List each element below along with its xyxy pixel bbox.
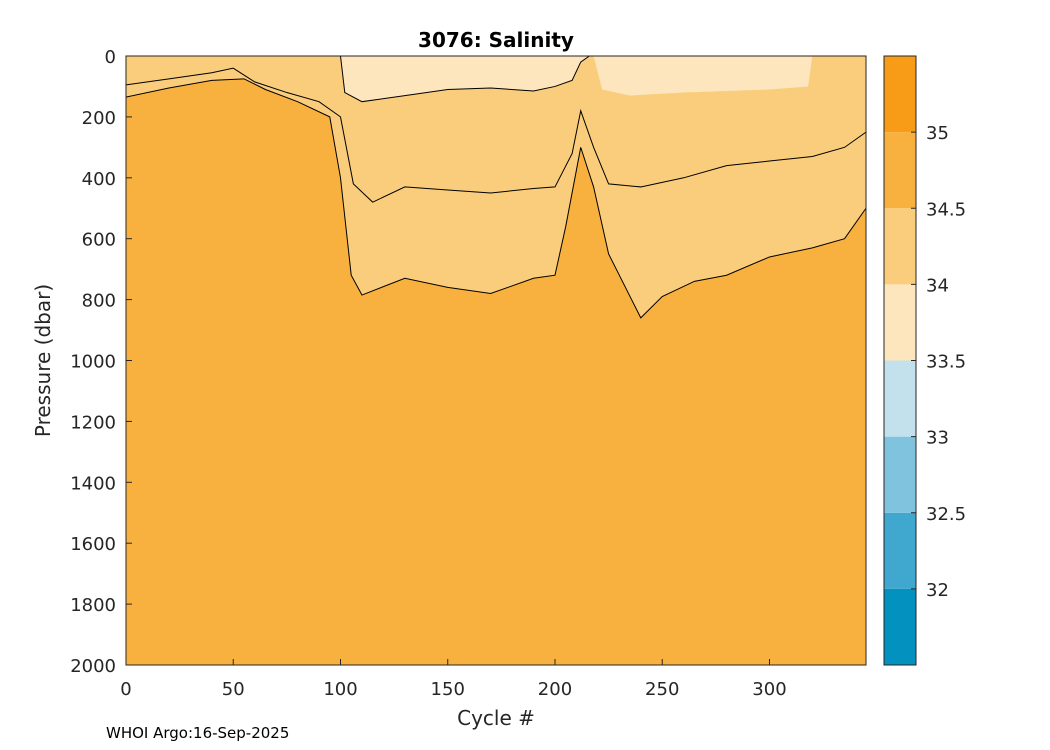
y-tick-label: 200 [82, 108, 116, 129]
y-axis: 0 200 400 600 800 1000 1200 1400 1600 1800 2000 [70, 47, 132, 677]
colorbar-tick-label: 32 [926, 580, 949, 601]
colorbar-bin [884, 56, 916, 133]
x-axis-label: Cycle # [457, 706, 535, 730]
x-tick-label: 250 [645, 679, 679, 700]
colorbar-bin [884, 436, 916, 513]
x-tick-label: 300 [752, 679, 786, 700]
y-tick-label: 2000 [70, 656, 116, 677]
colorbar-bin [884, 512, 916, 589]
y-tick-label: 1400 [70, 473, 116, 494]
y-tick-label: 0 [105, 47, 116, 68]
colorbar-bin [884, 208, 916, 285]
x-tick-label: 100 [323, 679, 357, 700]
y-tick-label: 1200 [70, 412, 116, 433]
y-tick-label: 1800 [70, 595, 116, 616]
y-tick-label: 800 [82, 291, 116, 312]
colorbar-tick-label: 32.5 [926, 504, 966, 525]
footer-credit: WHOI Argo:16-Sep-2025 [106, 724, 290, 742]
y-tick-label: 600 [82, 230, 116, 251]
x-axis: 0 50 100 150 200 250 300 [120, 659, 787, 700]
chart-title: 3076: Salinity [418, 28, 574, 52]
colorbar-bin [884, 284, 916, 361]
contour-layer [125, 55, 867, 319]
y-tick-label: 1600 [70, 534, 116, 555]
colorbar-bin [884, 588, 916, 665]
contour-34.5 [125, 78, 867, 319]
colorbar-bin [884, 132, 916, 209]
x-tick-label: 50 [222, 679, 245, 700]
band-33.5-34-east [593, 56, 813, 96]
contour-33.5 [339, 55, 590, 103]
y-axis-label: Pressure (dbar) [31, 284, 55, 437]
colorbar-tick-label: 33.5 [926, 352, 966, 373]
plot-area [126, 56, 866, 665]
colorbar-tick-label: 34.5 [926, 199, 966, 220]
colorbar-tick-label: 34 [926, 275, 949, 296]
y-tick-label: 400 [82, 169, 116, 190]
x-tick-label: 0 [120, 679, 131, 700]
x-tick-label: 150 [431, 679, 465, 700]
colorbar-tick-label: 35 [926, 123, 949, 144]
contour-34 [125, 67, 867, 203]
colorbar: 32 32.5 33 33.5 34 34.5 35 [883, 55, 966, 666]
colorbar-bin [884, 360, 916, 437]
x-tick-label: 200 [538, 679, 572, 700]
y-tick-label: 1000 [70, 352, 116, 373]
colorbar-tick-label: 33 [926, 428, 949, 449]
